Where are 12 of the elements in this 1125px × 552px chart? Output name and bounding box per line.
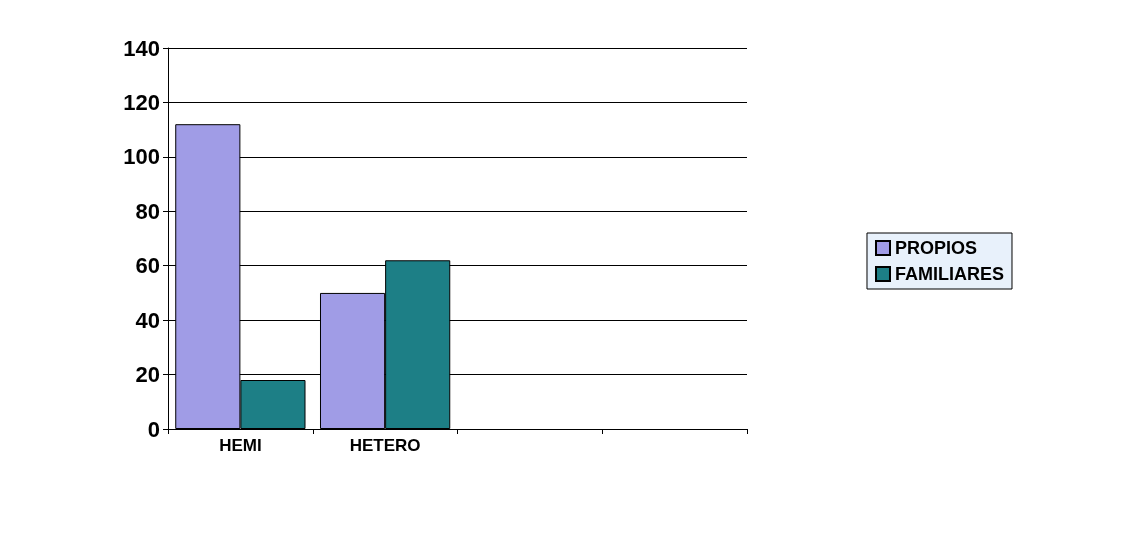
x-tick-label: HETERO <box>349 436 421 455</box>
y-tick-label: 0 <box>147 416 160 442</box>
legend-label: PROPIOS <box>895 238 978 258</box>
y-tick-label: 100 <box>123 144 160 170</box>
y-tick-label: 120 <box>123 89 160 115</box>
y-tick-label: 140 <box>123 35 160 61</box>
y-tick-label: 80 <box>135 198 160 224</box>
y-tick-label: 40 <box>135 307 160 333</box>
legend-label: FAMILIARES <box>895 264 1005 284</box>
y-tick-label: 60 <box>135 253 160 279</box>
y-tick-label: 20 <box>135 362 160 388</box>
x-tick-label: HEMI <box>219 436 262 455</box>
